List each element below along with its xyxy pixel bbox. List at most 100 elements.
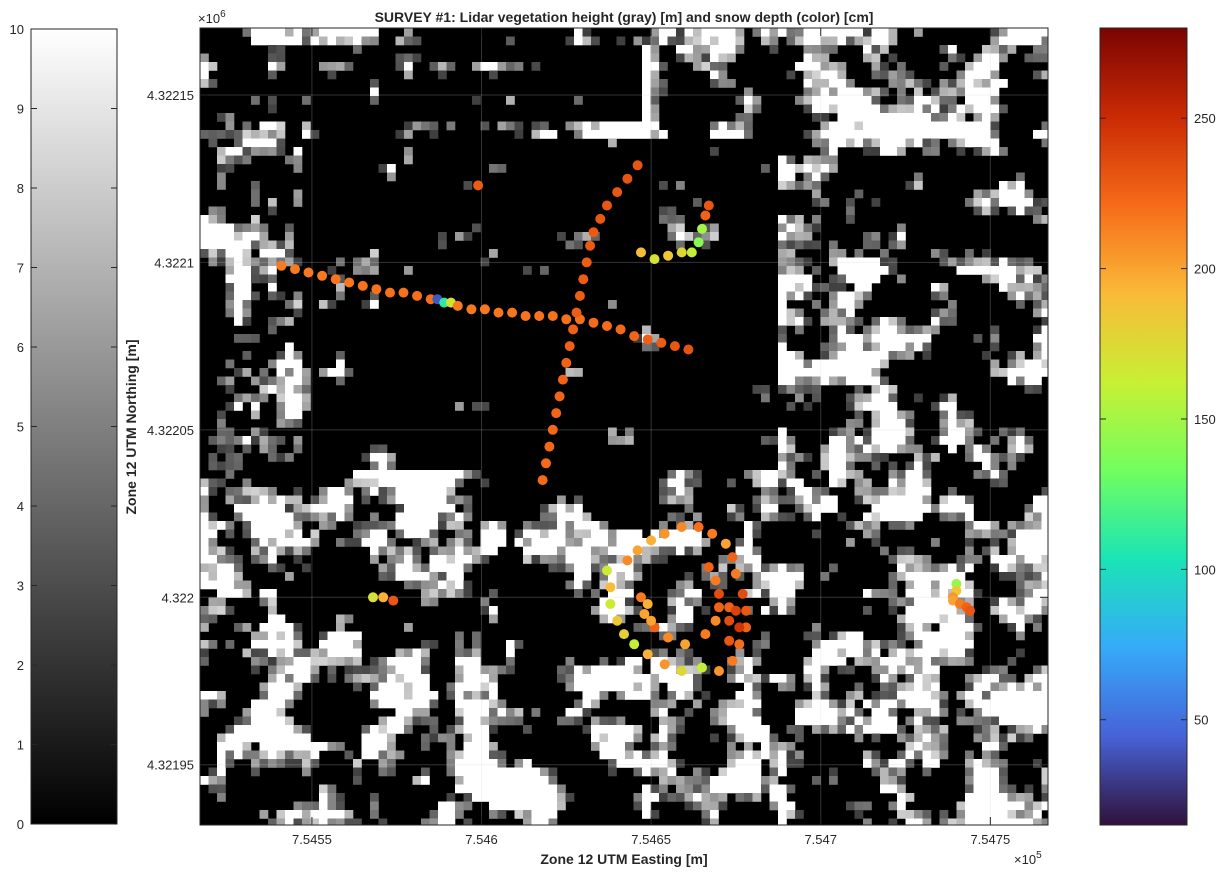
vegetation-cell [1024,385,1034,394]
vegetation-cell [293,36,303,46]
vegetation-cell [693,45,702,54]
vegetation-cell [778,470,787,479]
vegetation-cell [710,70,719,80]
vegetation-cell [871,359,881,369]
vegetation-cell [480,759,490,768]
vegetation-cell [871,750,881,760]
vegetation-cell [489,682,498,692]
vegetation-cell [905,818,915,825]
vegetation-cell [276,495,286,505]
vegetation-height-raster [200,28,1048,825]
vegetation-cell [208,597,218,607]
vegetation-cell [676,470,685,479]
vegetation-cell [820,674,830,683]
vegetation-cell [642,53,651,63]
vegetation-cell [871,495,881,505]
vegetation-cell [1033,53,1042,63]
vegetation-cell [956,708,966,717]
vegetation-cell [1007,181,1017,190]
vegetation-cell [650,79,660,88]
vegetation-cell [1007,198,1017,207]
vegetation-cell [565,529,575,539]
vegetation-cell [1033,699,1042,709]
vegetation-cell [259,691,269,700]
vegetation-cell [982,818,991,825]
vegetation-cell [795,351,804,360]
vegetation-cell [905,555,915,564]
vegetation-cell [225,563,235,573]
vegetation-cell [208,691,218,700]
vegetation-cell [446,793,456,802]
vegetation-cell [557,674,566,683]
vegetation-cell [829,436,838,445]
vegetation-cell [455,810,464,819]
vegetation-cell [778,291,787,301]
vegetation-cell [463,818,473,825]
vegetation-cell [897,334,906,343]
vegetation-cell [234,274,243,284]
vegetation-cell [684,708,694,717]
vegetation-cell [778,453,787,462]
vegetation-cell [259,368,269,377]
vegetation-cell [200,708,209,717]
vegetation-cell [429,589,439,598]
vegetation-cell [455,801,464,811]
vegetation-cell [302,648,311,658]
snow-depth-point [507,307,518,318]
vegetation-cell [820,138,830,148]
vegetation-cell [939,580,949,590]
vegetation-cell [1024,53,1034,63]
vegetation-cell [506,776,515,785]
vegetation-cell [540,538,549,547]
vegetation-cell [914,96,923,105]
vegetation-cell [667,232,677,241]
vegetation-cell [778,376,787,386]
snow-depth-point [547,424,558,435]
vegetation-cell [667,776,677,785]
vegetation-cell [1024,368,1034,377]
vegetation-cell [854,419,864,428]
vegetation-cell [523,759,532,768]
vegetation-cell [344,657,354,666]
vegetation-cell [990,784,1000,794]
vegetation-cell [914,130,923,139]
vegetation-cell [421,682,430,692]
vegetation-cell [1041,538,1048,547]
vegetation-cell [574,121,583,131]
vegetation-cell [982,716,991,726]
vegetation-cell [327,801,337,811]
vegetation-cell [387,495,396,505]
vegetation-cell [888,478,898,488]
vegetation-cell [642,555,651,564]
vegetation-cell [888,70,898,80]
vegetation-cell [795,274,804,284]
vegetation-cell [752,725,762,734]
vegetation-cell [276,512,286,522]
vegetation-cell [905,589,915,598]
vegetation-cell [837,708,847,717]
snow-depth-point [632,545,643,556]
vegetation-cell [370,300,379,309]
vegetation-cell [846,96,855,105]
vegetation-cell [642,36,651,46]
vegetation-cell [922,351,932,360]
vegetation-cell [395,130,405,139]
vegetation-cell [973,767,983,777]
vegetation-cell [888,427,898,437]
vegetation-cell [650,546,660,556]
vegetation-cell [905,461,915,471]
vegetation-cell [200,249,209,258]
vegetation-cell [540,784,549,794]
vegetation-cell [446,750,456,760]
vegetation-cell [905,682,915,692]
vegetation-cell [242,232,252,241]
vegetation-cell [574,240,583,250]
vegetation-cell [982,674,991,683]
vegetation-cell [650,113,660,122]
vegetation-cell [871,147,881,156]
vegetation-cell [786,28,796,37]
vegetation-cell [455,631,464,641]
vegetation-cell [973,266,983,275]
vegetation-cell [973,62,983,71]
